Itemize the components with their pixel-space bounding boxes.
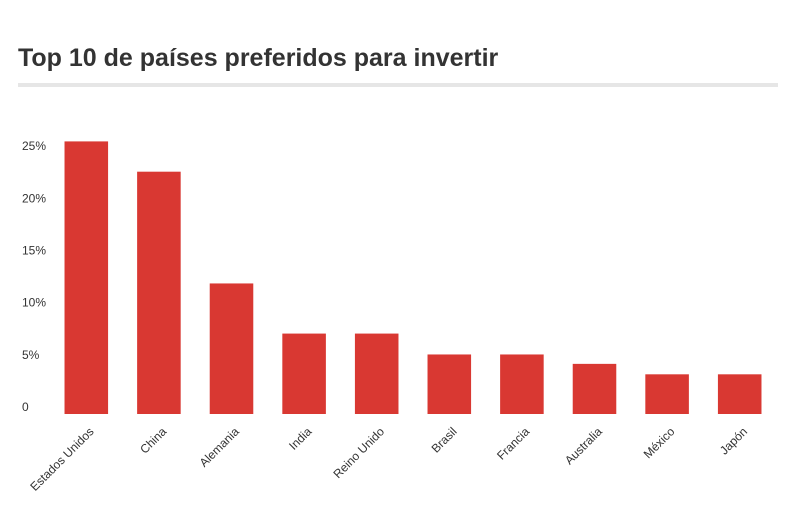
bar [137, 171, 181, 414]
x-tick-label: India [286, 424, 315, 453]
x-tick-label: Japón [717, 424, 750, 457]
x-tick-label: Reino Unido [330, 424, 387, 481]
bar [717, 374, 762, 414]
x-tick-label: México [641, 424, 678, 461]
x-tick-label: Australia [562, 424, 605, 467]
bar [572, 363, 617, 414]
x-tick-label: China [137, 424, 169, 456]
x-tick-label: Estados Unidos [27, 424, 96, 493]
bar [209, 283, 254, 414]
bar [354, 333, 399, 414]
bar [645, 374, 689, 414]
bar [282, 333, 326, 414]
x-tick-label: Brasil [429, 424, 460, 455]
y-tick-label: 20% [22, 191, 46, 205]
y-tick-label: 25% [22, 139, 46, 153]
bar [500, 354, 544, 414]
y-tick-label: 0 [22, 400, 29, 414]
y-tick-label: 10% [22, 296, 46, 310]
chart-title: Top 10 de países preferidos para inverti… [18, 44, 499, 72]
bar [64, 141, 109, 414]
x-tick-label: Alemania [197, 424, 243, 470]
y-tick-label: 15% [22, 244, 46, 258]
y-tick-label: 5% [22, 348, 40, 362]
bar [427, 354, 472, 414]
title-underline [18, 83, 778, 87]
x-tick-label: Francia [494, 424, 532, 462]
